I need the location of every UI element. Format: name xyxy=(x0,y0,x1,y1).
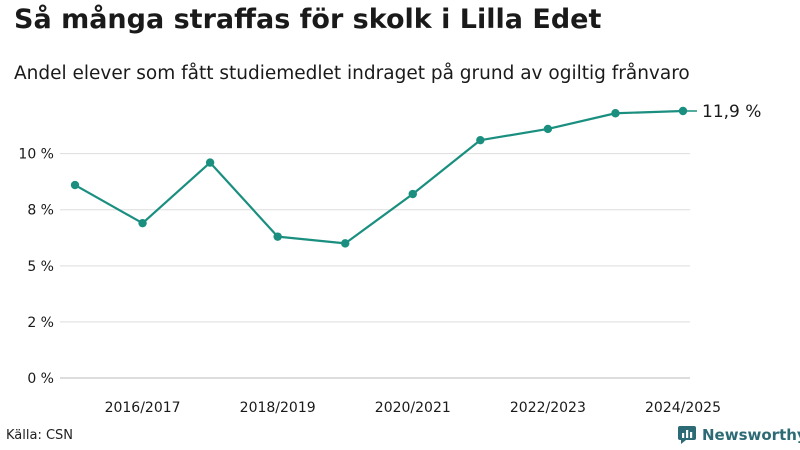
data-point xyxy=(476,135,485,145)
x-tick-label: 2024/2025 xyxy=(645,400,721,416)
data-point xyxy=(205,158,215,167)
data-point xyxy=(273,232,282,241)
chat-chart-icon xyxy=(678,426,696,444)
series-line xyxy=(74,109,684,245)
data-point xyxy=(408,189,417,199)
source-note: Källa: CSN xyxy=(6,428,74,443)
data-point xyxy=(543,124,553,134)
x-tick-label: 2016/2017 xyxy=(105,400,181,416)
y-tick-label: 2 % xyxy=(27,315,54,331)
x-tick-label: 2020/2021 xyxy=(375,400,451,416)
data-point xyxy=(611,109,620,118)
end-value-label: 11,9 % xyxy=(702,102,761,122)
y-tick-label: 0 % xyxy=(27,371,54,387)
y-tick-label: 5 % xyxy=(27,259,54,275)
x-tick-label: 2022/2023 xyxy=(510,400,586,416)
chart-subtitle: Andel elever som fått studiemedlet indra… xyxy=(14,63,690,84)
data-point xyxy=(341,239,350,248)
y-tick-label: 8 % xyxy=(27,203,54,219)
y-tick-label: 10 % xyxy=(18,147,54,163)
chart-title: Så många straffas för skolk i Lilla Edet xyxy=(14,4,602,35)
brand-name: Newsworthy xyxy=(702,426,800,444)
x-tick-label: 2018/2019 xyxy=(240,400,316,416)
brand-logo: Newsworthy xyxy=(678,426,800,444)
data-point xyxy=(70,180,80,190)
data-point xyxy=(138,218,147,228)
